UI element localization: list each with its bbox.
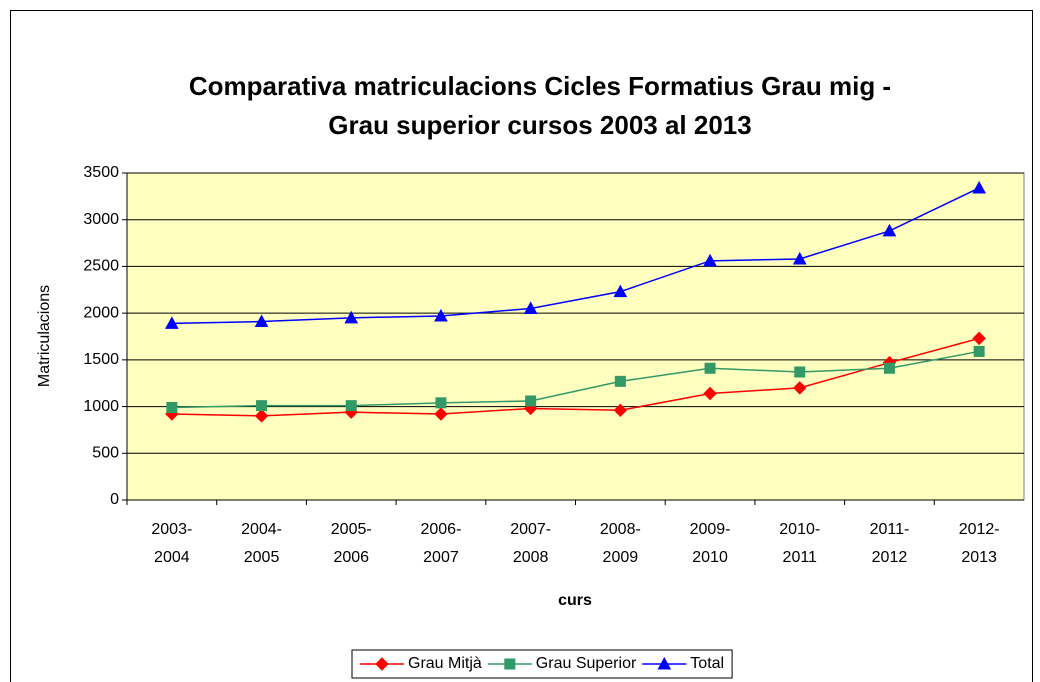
- marker: [254, 314, 269, 328]
- x-tick-label: 2009-2010: [690, 521, 731, 566]
- x-tick-label: 2003-2004: [151, 521, 192, 566]
- series-line: [171, 350, 980, 409]
- marker: [792, 251, 807, 265]
- legend-label: Grau Superior: [536, 655, 637, 672]
- plot-area: [126, 172, 1025, 501]
- y-tick-label: 1000: [83, 398, 119, 415]
- marker: [704, 362, 716, 374]
- series-line: [171, 187, 980, 325]
- marker: [525, 395, 537, 407]
- legend-label: Grau Mitjà: [408, 655, 482, 672]
- y-tick-label: 2000: [83, 304, 119, 321]
- marker: [375, 657, 389, 671]
- y-axis-label: Matriculacions: [36, 285, 53, 387]
- x-tick-label: 2011-2012: [870, 521, 910, 566]
- x-tick-label: 2007-2008: [510, 521, 551, 566]
- marker: [613, 284, 628, 298]
- x-axis-label: curs: [558, 592, 592, 609]
- marker: [504, 658, 516, 670]
- marker: [614, 375, 626, 387]
- x-tick-label: 2004-2005: [241, 521, 282, 566]
- legend: Grau Mitjà Grau Superior Total: [351, 649, 733, 679]
- marker: [972, 180, 986, 194]
- marker: [794, 366, 806, 378]
- chart-title: Comparativa matriculacions Cicles Format…: [189, 71, 891, 101]
- marker: [165, 316, 179, 329]
- marker: [256, 400, 268, 412]
- y-tick-label: 500: [92, 445, 119, 462]
- legend-box: [351, 649, 733, 679]
- y-tick-label: 2500: [83, 258, 119, 275]
- marker: [883, 362, 895, 374]
- x-tick-label: 2010-2011: [779, 521, 820, 566]
- marker: [613, 403, 628, 418]
- series-line: [171, 337, 980, 417]
- marker: [345, 400, 357, 412]
- marker: [434, 407, 448, 421]
- x-tick-label: 2006-2007: [420, 521, 461, 566]
- marker: [344, 310, 359, 324]
- x-tick-label: 2008-2009: [600, 521, 641, 566]
- legend-label: Total: [690, 655, 724, 672]
- marker: [703, 253, 717, 267]
- marker: [972, 331, 986, 346]
- marker: [523, 301, 538, 314]
- marker: [793, 381, 807, 395]
- marker: [166, 402, 178, 414]
- marker: [703, 386, 717, 401]
- marker: [973, 345, 985, 357]
- marker: [254, 409, 269, 423]
- y-tick-label: 3500: [83, 164, 119, 181]
- x-tick-label: 2012-2013: [959, 521, 1000, 566]
- y-tick-label: 1500: [83, 351, 119, 368]
- x-tick-label: 2005-2006: [331, 521, 372, 566]
- y-tick-label: 3000: [83, 211, 119, 228]
- marker: [435, 397, 447, 409]
- marker: [434, 308, 448, 322]
- y-tick-label: 0: [110, 491, 119, 508]
- marker: [657, 656, 672, 670]
- chart-title: Grau superior cursos 2003 al 2013: [328, 110, 751, 140]
- marker: [882, 223, 897, 237]
